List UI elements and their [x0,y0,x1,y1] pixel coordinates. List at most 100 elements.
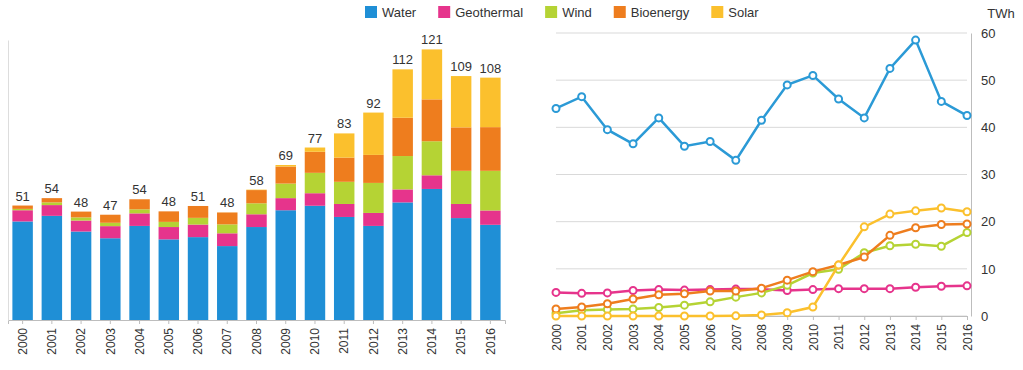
tick-mark [402,320,403,324]
tick-label: 60 [981,26,995,41]
axis-line [971,34,972,317]
marker [861,285,868,292]
tick-label: 2001 [45,328,59,355]
tick-label: 2012 [858,324,872,351]
tick: 2013 [884,316,898,351]
bar-segment [129,209,149,213]
legend-label: Wind [562,5,592,20]
total-label: 48 [162,194,176,209]
marker [861,114,868,121]
tick: 2002 [74,320,88,355]
tick-mark [890,316,891,320]
tick: 40 [971,120,995,135]
bar-segment [12,205,32,206]
total-label: 112 [392,52,413,67]
tick: 2004 [652,316,666,351]
legend-swatch [365,6,377,18]
marker [604,289,611,296]
tick: 2003 [627,316,641,351]
marker [604,313,611,320]
bar-segment [100,226,120,238]
bar-segment [480,127,500,171]
tick-label: 2009 [279,328,293,355]
bar-series [217,49,501,212]
tick-mark [139,320,140,324]
total-label: 121 [421,32,443,47]
bar-segment [100,214,120,215]
marker [835,262,842,269]
marker [912,207,919,214]
total-label: 48 [220,195,234,210]
marker [938,204,945,211]
marker [732,157,739,164]
marker [630,287,637,294]
bar-segment [451,171,471,204]
total-label: 77 [308,131,322,146]
tick-label: 2014 [909,324,923,351]
total-label: 54 [132,182,146,197]
legend-item: Water [365,5,417,20]
bar-segment [305,193,325,206]
bar-segment [422,189,442,320]
marker [553,305,560,312]
bar-segment [129,226,149,320]
bar-segment [422,141,442,175]
marker [784,277,791,284]
bar-segment [276,210,296,320]
bar-segment [363,213,383,226]
total-label: 108 [480,61,502,76]
grid-line [556,127,967,128]
tick: 2008 [250,320,264,355]
tick: 2000 [550,316,564,351]
marker [578,313,585,320]
bar-segment [129,213,149,226]
bar-segment [451,76,471,127]
marker [578,93,585,100]
marker [964,282,971,289]
line-series [553,37,971,164]
tick: 2007 [730,316,744,351]
bar-segment [276,165,296,167]
axis: 2000200120022003200420052006200720082009… [550,316,975,351]
bar-segment [480,210,500,224]
bar-segment [159,222,179,227]
marker [912,224,919,231]
bar-segment [188,218,208,225]
tick-label: 20 [981,214,995,229]
tick: 2006 [704,316,718,351]
bar-segment [159,211,179,212]
bar-segment [451,204,471,218]
tick-label: 2015 [935,324,949,351]
marker [604,126,611,133]
tick-mark [490,320,491,324]
chart-svg: 5154484754485148586977839211212110910820… [0,0,1023,370]
total-labels: 51544847544851485869778392112121109108 [15,32,501,212]
bar-segment [100,223,120,226]
total-label: 47 [103,198,117,213]
marker [938,243,945,250]
tick: 2015 [935,316,949,351]
bar-segment [334,182,354,204]
bar-segment [392,202,412,320]
bar-segment [480,78,500,128]
bar-segment [305,148,325,152]
marker [681,313,688,320]
bar-segment [71,211,91,212]
bar-segment [276,198,296,210]
tick: 30 [971,167,995,182]
tick-label: 2002 [74,328,88,355]
tick-label: 2001 [575,324,589,351]
bar-segment [334,133,354,157]
tick-mark [461,320,462,324]
bar-segment [305,173,325,193]
tick-label: 2011 [832,324,846,350]
legend-label: Geothermal [455,5,523,20]
bar-segment [422,99,442,141]
line-series [553,204,971,319]
bar-series [12,189,500,320]
tick: 2001 [45,320,59,355]
tick: 0 [971,309,988,324]
legend-label: Bioenergy [631,5,690,20]
tick-mark [110,320,111,324]
legend-swatch [545,6,557,18]
